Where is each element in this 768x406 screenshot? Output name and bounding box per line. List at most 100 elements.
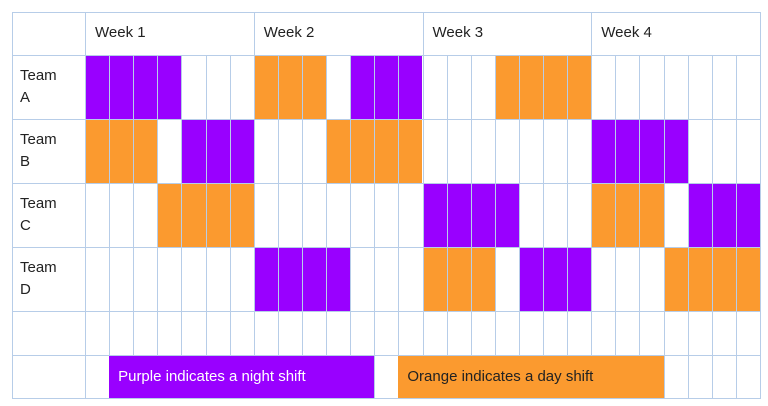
- team-label: Team B: [20, 131, 57, 170]
- grid-line: [543, 55, 545, 398]
- shift-cell: [639, 183, 664, 247]
- shift-cell: [350, 55, 375, 119]
- shift-cell: [494, 183, 519, 247]
- shift-cell: [205, 119, 230, 183]
- grid-line: [470, 55, 472, 398]
- shift-cell: [229, 119, 254, 183]
- grid-line: [277, 55, 279, 398]
- shift-cell: [735, 183, 760, 247]
- grid-line: [205, 55, 207, 398]
- grid-line: [663, 55, 665, 398]
- shift-cell: [543, 55, 568, 119]
- grid-line: [567, 55, 569, 398]
- shift-cell: [157, 183, 182, 247]
- grid-line: [518, 55, 520, 398]
- shift-cell: [326, 247, 351, 311]
- grid-line: [157, 55, 159, 398]
- grid-line: [229, 55, 231, 398]
- team-label: Team C: [20, 195, 57, 234]
- shift-cell: [398, 119, 423, 183]
- grid-line: [446, 55, 448, 398]
- grid-line: [615, 55, 617, 398]
- shift-cell: [133, 55, 158, 119]
- grid-line: [374, 55, 376, 398]
- grid-line: [12, 55, 761, 56]
- shift-cell: [591, 119, 616, 183]
- shift-cell: [85, 55, 110, 119]
- shift-cell: [735, 247, 760, 311]
- shift-cell: [157, 55, 182, 119]
- grid-line: [12, 355, 761, 356]
- shift-cell: [663, 119, 688, 183]
- shift-cell: [85, 119, 110, 183]
- grid-line: [735, 55, 737, 398]
- shift-cell: [422, 183, 447, 247]
- grid-line: [12, 311, 761, 312]
- shift-cell: [615, 119, 640, 183]
- shift-cell: [277, 247, 302, 311]
- grid-line: [301, 55, 303, 398]
- shift-cell: [470, 247, 495, 311]
- shift-cell: [374, 55, 399, 119]
- shift-cell: [205, 183, 230, 247]
- week-header: Week 1: [95, 24, 146, 41]
- grid-line: [109, 55, 111, 398]
- grid-line: [12, 247, 761, 248]
- grid-line: [350, 55, 352, 398]
- shift-cell: [133, 119, 158, 183]
- grid-line: [398, 55, 400, 398]
- grid-line: [711, 55, 713, 398]
- grid-line: [12, 398, 761, 399]
- week-header: Week 4: [601, 24, 652, 41]
- grid-line: [12, 183, 761, 184]
- shift-cell: [711, 183, 736, 247]
- grid-line: [760, 12, 761, 398]
- grid-line: [85, 12, 86, 398]
- grid-line: [326, 55, 328, 398]
- shift-cell: [398, 55, 423, 119]
- grid-line: [133, 55, 135, 398]
- shift-cell: [711, 247, 736, 311]
- shift-cell: [326, 119, 351, 183]
- week-header: Week 3: [432, 24, 484, 41]
- shift-cell: [181, 183, 206, 247]
- grid-line: [12, 12, 761, 13]
- shift-cell: [639, 119, 664, 183]
- team-label: Team D: [20, 259, 57, 298]
- shift-cell: [567, 247, 592, 311]
- shift-cell: [518, 55, 544, 119]
- grid-line: [12, 12, 13, 398]
- shift-cell: [470, 183, 495, 247]
- grid-line: [253, 12, 255, 398]
- team-label: Team A: [20, 67, 57, 106]
- shift-cell: [663, 247, 688, 311]
- shift-cell: [301, 247, 327, 311]
- shift-cell: [181, 119, 206, 183]
- shift-cell: [109, 119, 134, 183]
- shift-cell: [301, 55, 327, 119]
- shift-cell: [687, 183, 712, 247]
- week-header: Week 2: [263, 24, 315, 41]
- shift-cell: [446, 247, 471, 311]
- shift-cell: [109, 55, 134, 119]
- shift-cell: [350, 119, 375, 183]
- grid-line: [687, 55, 689, 398]
- legend-box: Orange indicates a day shift: [398, 356, 664, 398]
- shift-cell: [518, 247, 544, 311]
- grid-line: [181, 55, 183, 398]
- grid-line: [422, 12, 424, 398]
- shift-cell: [229, 183, 254, 247]
- legend-box: Purple indicates a night shift: [109, 356, 375, 398]
- shift-cell: [494, 55, 519, 119]
- shift-cell: [446, 183, 471, 247]
- shift-cell: [277, 55, 302, 119]
- shift-cell: [374, 119, 399, 183]
- shift-cell: [615, 183, 640, 247]
- shift-cell: [543, 247, 568, 311]
- grid-line: [12, 119, 761, 120]
- shift-cell: [253, 247, 278, 311]
- grid-line: [639, 55, 641, 398]
- grid-line: [591, 12, 593, 398]
- shift-cell: [253, 55, 278, 119]
